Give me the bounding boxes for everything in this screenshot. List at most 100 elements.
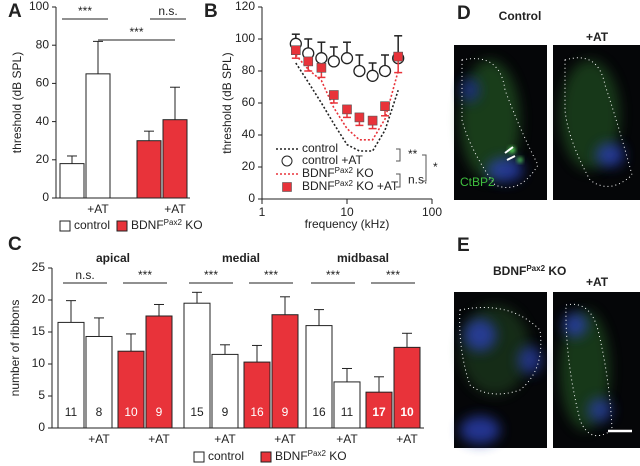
x-tick-label: 1 xyxy=(259,205,266,219)
n-label: 9 xyxy=(156,405,163,419)
significance-bracket xyxy=(422,154,427,182)
y-tick-label: 120 xyxy=(235,0,255,13)
bar xyxy=(136,140,162,199)
n-label: 16 xyxy=(250,405,264,419)
panel-label: A xyxy=(8,1,22,22)
significance-bracket xyxy=(396,148,401,162)
x-tick-label: +AT xyxy=(336,432,358,446)
bar xyxy=(59,163,85,199)
bar xyxy=(117,350,145,429)
x-tick-label: +AT xyxy=(274,432,296,446)
significance-label: n.s. xyxy=(158,4,177,18)
panel-label: D xyxy=(457,3,471,24)
bar xyxy=(183,302,211,429)
bar xyxy=(333,381,361,429)
legend-label: control +AT xyxy=(302,153,363,167)
n-label: 10 xyxy=(124,405,138,419)
point xyxy=(329,90,339,100)
x-tick-label: +AT xyxy=(88,432,110,446)
legend-label: BDNFPax2 KO xyxy=(131,218,203,232)
label-part: BDNF xyxy=(131,218,164,232)
panel-label: E xyxy=(457,235,470,256)
image-e xyxy=(454,292,640,448)
y-tick-label: 40 xyxy=(242,127,256,141)
bar xyxy=(85,73,111,199)
y-axis-label: number of ribbons xyxy=(8,300,22,397)
bar xyxy=(85,335,113,429)
point xyxy=(315,52,328,65)
point xyxy=(378,64,392,78)
y-tick-label: 5 xyxy=(38,388,45,402)
point xyxy=(342,104,352,115)
x-tick-label: +AT xyxy=(214,432,236,446)
y-tick-label: 0 xyxy=(38,420,45,434)
x-tick-label: +AT xyxy=(164,202,186,216)
label-part: Pax2 xyxy=(335,179,354,188)
significance-label: *** xyxy=(386,268,400,282)
x-tick-label: +AT xyxy=(148,432,170,446)
n-label: 16 xyxy=(312,405,326,419)
label-part: Pax2 xyxy=(526,264,545,273)
legend-marker xyxy=(282,182,292,192)
n-label: 9 xyxy=(222,405,229,419)
significance-bracket xyxy=(396,173,401,188)
point xyxy=(366,69,379,82)
label-part: BDNF xyxy=(302,166,335,180)
y-tick-label: 100 xyxy=(29,0,49,13)
legend-swatch xyxy=(260,451,272,463)
label-part: KO xyxy=(326,449,347,463)
label-part: KO xyxy=(545,264,566,278)
y-tick-label: 100 xyxy=(235,31,255,45)
legend-label: control xyxy=(208,449,244,463)
n-label: 11 xyxy=(65,405,78,419)
bar xyxy=(211,353,239,429)
image-label: +AT xyxy=(586,30,609,44)
y-axis-label: threshold (dB SPL) xyxy=(10,52,24,153)
stain-label: CtBP2 xyxy=(460,175,495,189)
point xyxy=(353,64,366,78)
significance-label: n.s. xyxy=(408,173,427,187)
image-label: +AT xyxy=(586,275,609,289)
point xyxy=(380,101,390,111)
significance-label: *** xyxy=(204,268,218,282)
significance-label: * xyxy=(433,160,438,174)
bar xyxy=(243,361,271,429)
y-tick-label: 0 xyxy=(42,190,49,204)
legend-label: control xyxy=(74,218,110,232)
x-tick-label: 100 xyxy=(422,205,442,219)
n-label: 11 xyxy=(341,405,354,419)
group-label: medial xyxy=(222,251,260,265)
legend-label: BDNFPax2 KO xyxy=(302,166,374,180)
n-label: 9 xyxy=(282,405,289,419)
y-tick-label: 20 xyxy=(242,159,256,173)
x-tick-label: 10 xyxy=(340,205,354,219)
n-label: 17 xyxy=(372,405,386,419)
legend-label: control xyxy=(302,141,338,155)
panel-label: C xyxy=(8,234,22,255)
legend-swatch xyxy=(59,220,71,232)
point xyxy=(354,112,365,123)
legend-swatch xyxy=(116,220,128,232)
y-tick-label: 40 xyxy=(36,114,50,128)
significance-label: *** xyxy=(326,268,340,282)
point xyxy=(303,56,314,67)
y-tick-label: 60 xyxy=(36,76,50,90)
bar xyxy=(305,325,333,429)
y-tick-label: 80 xyxy=(242,63,256,77)
image-title: Control xyxy=(499,9,542,23)
image-d xyxy=(454,45,640,200)
label-part: KO +AT xyxy=(353,179,399,193)
significance-label: ** xyxy=(408,147,418,161)
label-part: KO xyxy=(182,218,203,232)
y-tick-label: 15 xyxy=(32,324,46,338)
bar xyxy=(145,315,173,429)
y-tick-label: 80 xyxy=(36,37,50,51)
group-label: midbasal xyxy=(337,251,389,265)
bar xyxy=(365,391,393,429)
y-tick-label: 25 xyxy=(32,260,46,274)
y-tick-label: 60 xyxy=(242,95,256,109)
series-line xyxy=(295,54,399,141)
n-label: 15 xyxy=(190,405,204,419)
y-tick-label: 20 xyxy=(36,152,50,166)
